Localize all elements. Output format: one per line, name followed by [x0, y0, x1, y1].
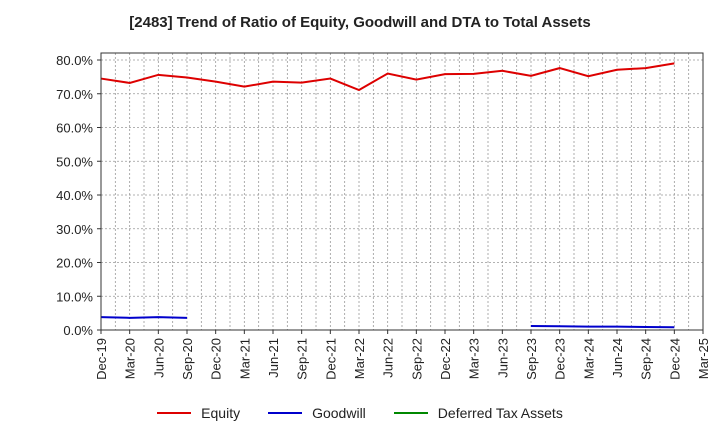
legend-label-equity: Equity	[201, 405, 241, 421]
series-line-goodwill	[530, 324, 675, 329]
legend-label-dta: Deferred Tax Assets	[437, 405, 563, 421]
series-line-goodwill	[100, 316, 188, 319]
x-tick-label: Jun-23	[495, 338, 510, 378]
legend-item-goodwill: Goodwill	[268, 405, 366, 421]
x-tick-label: Mar-24	[581, 338, 596, 379]
plot-frame	[100, 52, 704, 331]
y-tick-label: 0.0%	[63, 323, 93, 338]
y-tick-label: 10.0%	[56, 289, 93, 304]
x-tick-label: Sep-22	[409, 338, 424, 380]
x-tick-label: Jun-20	[151, 338, 166, 378]
x-tick-label: Mar-25	[696, 338, 711, 379]
y-tick-label: 30.0%	[56, 222, 93, 237]
x-tick-label: Sep-24	[639, 338, 654, 380]
y-tick-label: 80.0%	[56, 53, 93, 68]
x-tick-label: Jun-22	[381, 338, 396, 378]
x-tick-label: Dec-23	[553, 338, 568, 380]
legend-swatch-dta	[393, 412, 428, 414]
legend-swatch-equity	[157, 412, 192, 414]
x-tick-label: Mar-20	[123, 338, 138, 379]
x-tick-label: Mar-22	[352, 338, 367, 379]
legend-item-equity: Equity	[157, 405, 240, 421]
x-tick-label: Jun-24	[610, 338, 625, 378]
x-tick-label: Dec-19	[94, 338, 109, 380]
chart-title: [2483] Trend of Ratio of Equity, Goodwil…	[129, 14, 591, 31]
x-tick-label: Dec-20	[209, 338, 224, 380]
legend-swatch-goodwill	[268, 412, 303, 414]
legend-item-dta: Deferred Tax Assets	[393, 405, 563, 421]
x-tick-label: Sep-23	[524, 338, 539, 380]
x-tick-label: Dec-22	[438, 338, 453, 380]
y-axis-ticks: 0.0% 10.0% 20.0% 30.0% 40.0% 50.0% 60.0% 70.0% 8…	[56, 53, 101, 338]
y-tick-label: 20.0%	[56, 256, 93, 271]
x-tick-label: Dec-21	[323, 338, 338, 380]
x-tick-label: Dec-24	[667, 338, 682, 380]
series-line-equity	[100, 62, 675, 92]
y-tick-label: 60.0%	[56, 121, 93, 136]
grid-lines	[101, 53, 703, 330]
y-tick-label: 50.0%	[56, 154, 93, 169]
y-tick-label: 40.0%	[56, 188, 93, 203]
y-tick-label: 70.0%	[56, 87, 93, 102]
x-tick-label: Sep-20	[180, 338, 195, 380]
plot-area	[101, 53, 703, 330]
legend: Equity Goodwill Deferred Tax Assets	[0, 405, 720, 421]
x-tick-label: Mar-21	[237, 338, 252, 379]
x-tick-label: Sep-21	[295, 338, 310, 380]
legend-label-goodwill: Goodwill	[312, 405, 366, 421]
x-tick-label: Mar-23	[467, 338, 482, 379]
x-axis-ticks: Dec-19 Mar-20 Jun-20 Sep-20 Dec-20 Mar-21 Jun-…	[94, 330, 711, 380]
x-tick-label: Jun-21	[266, 338, 281, 378]
series-lines	[100, 62, 675, 329]
